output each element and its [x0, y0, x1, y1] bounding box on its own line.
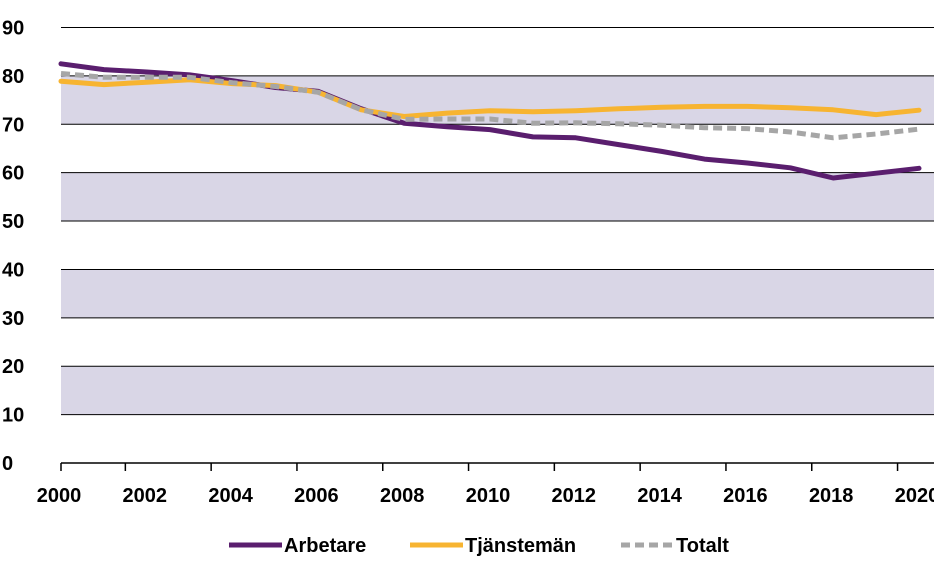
x-axis-tick-labels: 2000 2002 2004 2006 2008 2010 2012 2014 2016 2018…	[37, 485, 934, 507]
x-tick-label-2006: 2006	[294, 485, 339, 507]
legend-label-arbetare: Arbetare	[284, 535, 366, 557]
x-tick-label-2012: 2012	[552, 485, 597, 507]
x-tick-label-2018: 2018	[809, 485, 854, 507]
gridlines	[61, 27, 934, 416]
x-tick-label-2008: 2008	[380, 485, 425, 507]
y-tick-label-30: 30	[2, 308, 24, 330]
y-tick-label-0: 0	[2, 453, 13, 475]
x-tick-label-2020: 2020	[895, 485, 934, 507]
y-tick-label-90: 90	[2, 18, 24, 40]
band-30-40	[61, 269, 934, 318]
legend-label-tjänstemän: Tjänstemän	[465, 535, 576, 557]
y-tick-label-20: 20	[2, 356, 24, 378]
band-50-60	[61, 172, 934, 222]
series-lines	[58, 61, 922, 181]
y-tick-label-10: 10	[2, 405, 24, 427]
x-tick-label-2014: 2014	[637, 485, 682, 507]
y-tick-label-80: 80	[2, 66, 24, 88]
y-tick-label-40: 40	[2, 259, 24, 281]
x-tick-label-2004: 2004	[208, 485, 253, 507]
x-tick-label-2000: 2000	[37, 485, 82, 507]
legend: Arbetare Tjänstemän Totalt	[229, 535, 729, 557]
y-tick-label-50: 50	[2, 211, 24, 233]
band-10-20	[61, 366, 934, 415]
x-tick-label-2010: 2010	[466, 485, 511, 507]
y-tick-label-70: 70	[2, 114, 24, 136]
legend-label-totalt: Totalt	[676, 535, 729, 557]
y-axis-tick-labels: 0 10 20 30 40 50 60 70 80 90	[2, 18, 24, 476]
y-tick-label-60: 60	[2, 163, 24, 185]
x-tick-label-2002: 2002	[123, 485, 168, 507]
background-bands	[61, 75, 934, 415]
band-70-80	[61, 75, 934, 125]
series-line-totalt	[60, 71, 920, 141]
x-tick-label-2016: 2016	[723, 485, 768, 507]
x-axis	[60, 462, 934, 471]
